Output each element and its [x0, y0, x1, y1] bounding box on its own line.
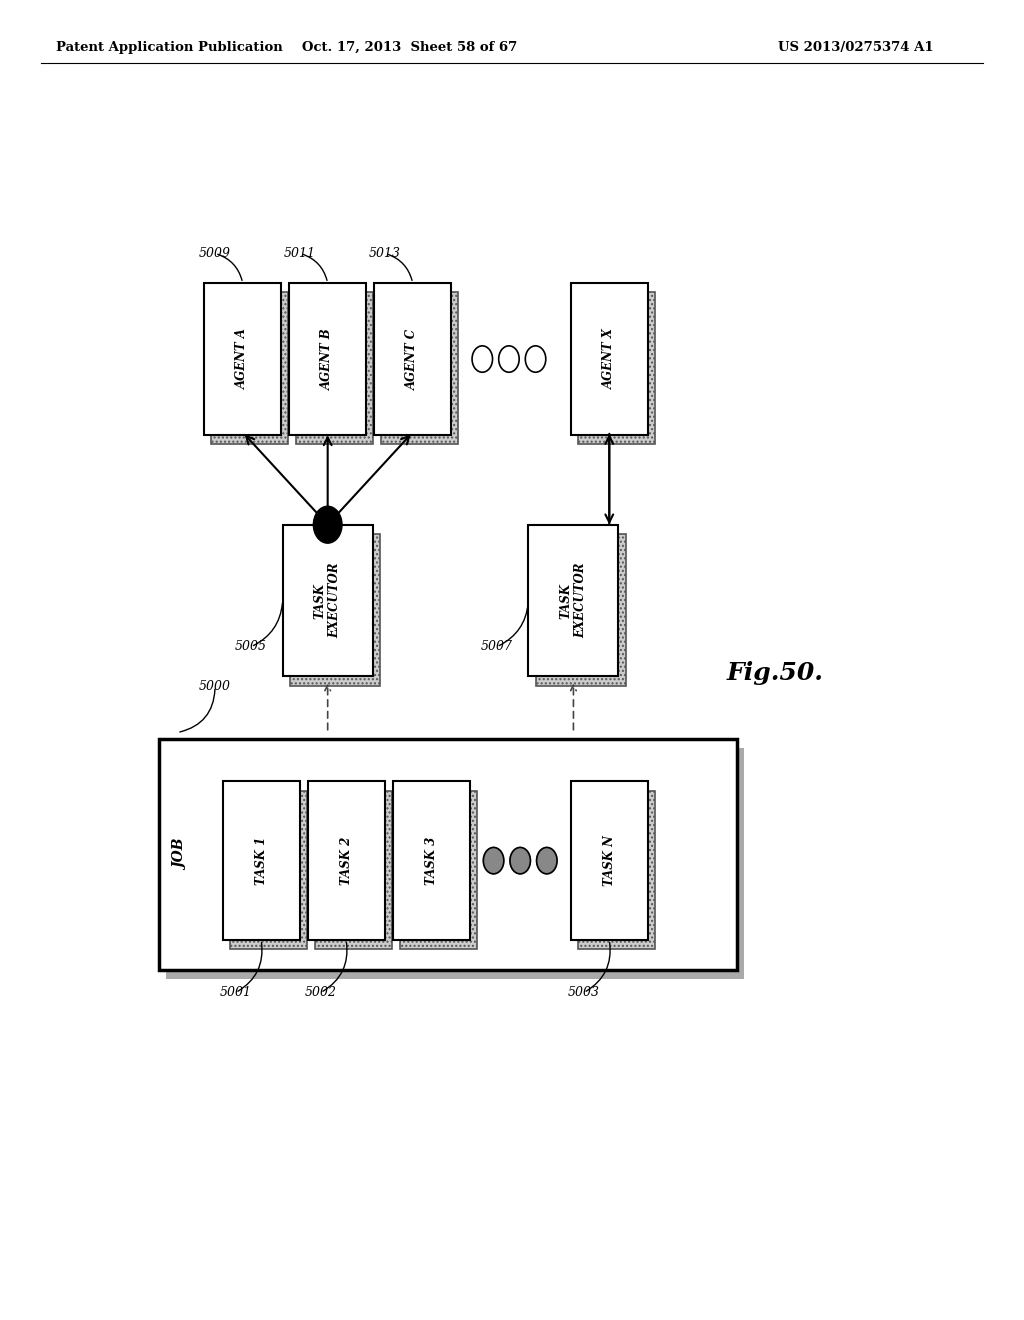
FancyBboxPatch shape	[204, 284, 281, 436]
Circle shape	[525, 346, 546, 372]
FancyBboxPatch shape	[578, 293, 655, 444]
Circle shape	[537, 847, 557, 874]
Circle shape	[499, 346, 519, 372]
FancyBboxPatch shape	[166, 748, 744, 979]
FancyBboxPatch shape	[159, 739, 737, 970]
FancyBboxPatch shape	[223, 781, 299, 940]
Text: 5007: 5007	[480, 640, 513, 653]
Text: 5013: 5013	[369, 247, 401, 260]
FancyBboxPatch shape	[528, 524, 618, 676]
Circle shape	[510, 847, 530, 874]
Text: Oct. 17, 2013  Sheet 58 of 67: Oct. 17, 2013 Sheet 58 of 67	[302, 41, 517, 54]
Text: 5000: 5000	[199, 680, 231, 693]
Text: AGENT X: AGENT X	[603, 329, 615, 389]
FancyBboxPatch shape	[375, 284, 452, 436]
FancyBboxPatch shape	[211, 293, 289, 444]
Text: 5001: 5001	[219, 986, 252, 999]
FancyBboxPatch shape	[290, 533, 380, 685]
Text: Fig.50.: Fig.50.	[727, 661, 824, 685]
FancyBboxPatch shape	[578, 791, 655, 949]
Circle shape	[313, 506, 342, 544]
Text: 5002: 5002	[304, 986, 337, 999]
FancyBboxPatch shape	[315, 791, 392, 949]
Text: 5011: 5011	[284, 247, 316, 260]
Text: AGENT A: AGENT A	[237, 329, 249, 389]
FancyBboxPatch shape	[571, 781, 647, 940]
Text: TASK 3: TASK 3	[425, 837, 437, 884]
Text: AGENT B: AGENT B	[322, 329, 334, 389]
Text: 5005: 5005	[234, 640, 267, 653]
FancyBboxPatch shape	[297, 293, 374, 444]
FancyBboxPatch shape	[399, 791, 477, 949]
Text: 5009: 5009	[199, 247, 231, 260]
Text: AGENT C: AGENT C	[407, 329, 419, 389]
FancyBboxPatch shape	[283, 524, 373, 676]
Text: JOB: JOB	[174, 840, 188, 870]
Text: TASK 1: TASK 1	[255, 837, 267, 884]
FancyBboxPatch shape	[536, 533, 626, 685]
Text: TASK
EXECUTOR: TASK EXECUTOR	[559, 562, 588, 639]
Text: TASK N: TASK N	[603, 836, 615, 886]
FancyBboxPatch shape	[571, 284, 647, 436]
Text: TASK 2: TASK 2	[340, 837, 352, 884]
Circle shape	[483, 847, 504, 874]
FancyBboxPatch shape	[393, 781, 469, 940]
FancyBboxPatch shape	[290, 284, 367, 436]
FancyBboxPatch shape	[229, 791, 307, 949]
FancyBboxPatch shape	[382, 293, 459, 444]
Text: TASK
EXECUTOR: TASK EXECUTOR	[313, 562, 342, 639]
Text: 5003: 5003	[567, 986, 600, 999]
Circle shape	[472, 346, 493, 372]
Text: Patent Application Publication: Patent Application Publication	[56, 41, 283, 54]
Text: US 2013/0275374 A1: US 2013/0275374 A1	[778, 41, 934, 54]
FancyBboxPatch shape	[308, 781, 385, 940]
